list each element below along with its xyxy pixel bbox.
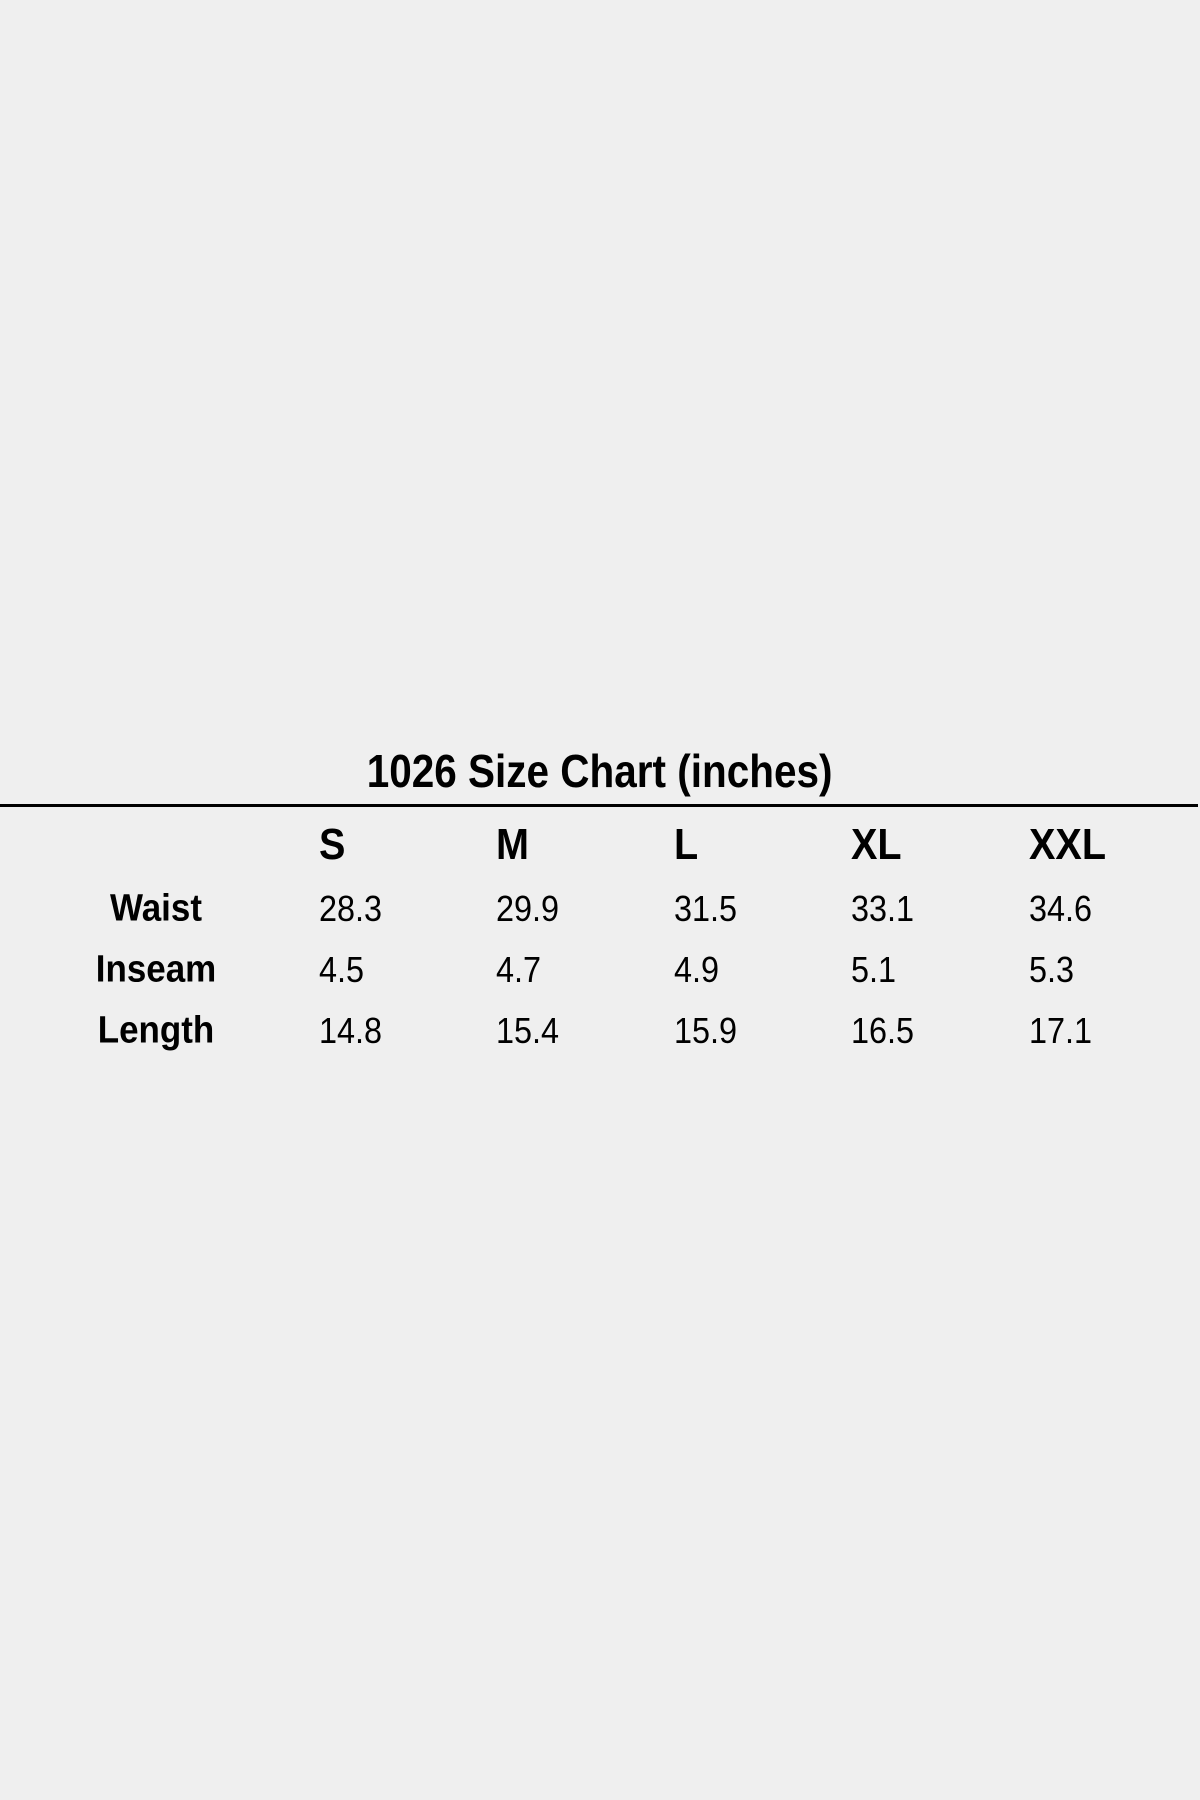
table-cell: 31.5 <box>674 888 738 929</box>
divider-line <box>0 804 1198 807</box>
row-label-inseam: Inseam <box>95 948 217 991</box>
table-cell: 17.1 <box>1029 1010 1093 1051</box>
size-header-xxl: XXL <box>1029 820 1107 869</box>
size-header-xl: XL <box>851 820 902 869</box>
table-cell: 5.3 <box>1029 949 1075 990</box>
size-chart-title: 1026 Size Chart (inches) <box>0 744 1200 798</box>
table-cell: 29.9 <box>496 888 560 929</box>
table-cell: 5.1 <box>851 949 897 990</box>
row-label-waist: Waist <box>110 887 202 930</box>
row-label-length: Length <box>97 1009 215 1052</box>
table-cell: 14.8 <box>319 1010 383 1051</box>
table-cell: 15.4 <box>496 1010 560 1051</box>
size-header-s: S <box>319 820 346 869</box>
table-cell: 4.5 <box>319 949 365 990</box>
size-header-l: L <box>674 820 699 869</box>
table-cell: 15.9 <box>674 1010 738 1051</box>
title-text: 1026 Size Chart (inches) <box>367 745 833 797</box>
table-cell: 34.6 <box>1029 888 1093 929</box>
table-cell: 28.3 <box>319 888 383 929</box>
table-cell: 4.7 <box>496 949 542 990</box>
table-cell: 4.9 <box>674 949 720 990</box>
table-cell: 33.1 <box>851 888 915 929</box>
size-header-m: M <box>496 820 529 869</box>
table-cell: 16.5 <box>851 1010 915 1051</box>
